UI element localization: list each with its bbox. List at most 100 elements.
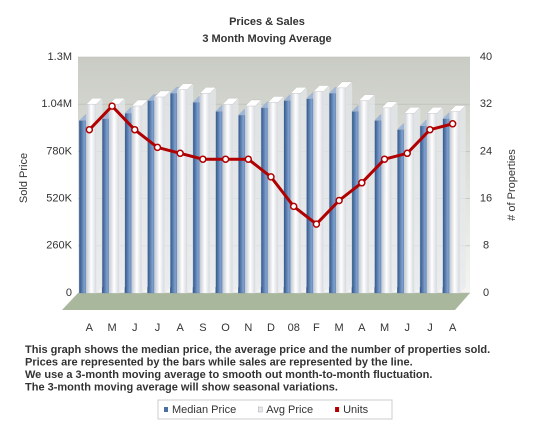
line-point [380, 155, 389, 163]
bar-top [381, 101, 398, 108]
bar-side [164, 90, 171, 293]
bar-side [414, 107, 421, 294]
legend-swatch [164, 407, 168, 412]
plot-floor [62, 293, 470, 310]
bar-side [278, 96, 284, 293]
x-tick-label: J [132, 322, 138, 334]
y2-tick-label: 24 [480, 145, 492, 157]
bar [244, 99, 262, 294]
bar [222, 98, 239, 294]
y2-tick-label: 0 [483, 287, 489, 299]
bar-front [290, 93, 301, 294]
bar-front [108, 104, 120, 294]
bar-top [335, 81, 353, 89]
bar-front [358, 100, 369, 294]
description-line: Prices are represented by the bars while… [25, 356, 413, 368]
bar-top [154, 90, 171, 98]
bar [290, 87, 308, 294]
x-tick-label: M [107, 322, 116, 334]
bar [154, 90, 171, 294]
bar-top [290, 87, 308, 94]
bar-top [358, 94, 376, 101]
legend-swatch [258, 406, 263, 413]
y-tick-label: 0 [66, 287, 72, 299]
x-tick-label: A [86, 322, 94, 334]
legend-label: Median Price [172, 404, 236, 416]
bar-front [449, 111, 460, 294]
line-point [289, 202, 298, 211]
bar-top [131, 99, 149, 107]
bar-top [403, 107, 421, 114]
bar-front [199, 93, 211, 294]
chart-subtitle: 3 Month Moving Average [202, 33, 331, 45]
bar-front [335, 87, 347, 294]
bar [199, 87, 217, 294]
line-point [358, 179, 366, 187]
bar [176, 83, 194, 294]
line-point [312, 220, 321, 228]
y2-tick-label: 8 [483, 240, 489, 252]
legend-label: Avg Price [266, 404, 313, 416]
line-point [131, 125, 139, 134]
bar-top [267, 96, 285, 103]
description-line: This graph shows the median price, the a… [25, 344, 490, 356]
y-tick-label: 1.04M [41, 98, 72, 110]
line-point [108, 102, 116, 110]
bar-front [313, 91, 324, 294]
bar-top [244, 99, 262, 107]
bar-front [426, 113, 438, 294]
x-tick-label: O [221, 322, 230, 334]
line-point [267, 173, 275, 181]
line-point [176, 149, 184, 158]
bar-side [96, 98, 103, 293]
y-axis-label: Sold Price [18, 153, 30, 203]
line-point [448, 120, 457, 128]
legend [157, 399, 393, 420]
bar-front [404, 113, 415, 294]
y2-tick-label: 40 [480, 51, 492, 63]
y2-tick-label: 16 [480, 193, 492, 205]
line-point [426, 125, 434, 134]
y-tick-label: 1.3M [48, 51, 72, 63]
x-tick-label: J [427, 322, 433, 334]
bar-side [232, 98, 239, 293]
bar-front [267, 102, 279, 294]
bar-side [300, 87, 307, 293]
bar-side [187, 83, 194, 293]
bar-side [459, 105, 466, 293]
bar-top [85, 98, 103, 105]
bar-top [176, 83, 194, 90]
bar [85, 98, 103, 294]
line-point [153, 143, 162, 152]
bar-side [119, 98, 126, 293]
bar [358, 94, 376, 294]
bar-side [368, 94, 375, 293]
bar-top [222, 98, 239, 105]
bar-side [436, 107, 443, 294]
x-tick-label: 08 [288, 322, 300, 334]
x-tick-label: J [404, 322, 410, 334]
bar [403, 107, 421, 294]
x-tick-label: A [177, 322, 185, 334]
x-tick-label: D [267, 322, 275, 334]
x-tick-label: F [313, 322, 320, 334]
line-point [335, 196, 343, 205]
bar-side [209, 87, 216, 293]
line-point [403, 149, 411, 158]
legend-swatch [335, 407, 340, 412]
bar-side [323, 85, 330, 293]
y-tick-label: 520K [46, 193, 72, 205]
y-tick-label: 260K [46, 240, 72, 252]
bar-side [391, 101, 398, 293]
bar [267, 96, 285, 294]
bar-front [381, 107, 392, 294]
description-line: The 3-month moving average will show sea… [25, 381, 338, 393]
bar [426, 107, 444, 294]
bar [381, 101, 398, 294]
chart-title: Prices & Sales [229, 16, 305, 28]
x-tick-label: N [244, 322, 252, 334]
bar-front [222, 104, 233, 294]
bar-top [199, 87, 217, 94]
bar-top [449, 105, 467, 112]
bar-front [245, 105, 256, 294]
